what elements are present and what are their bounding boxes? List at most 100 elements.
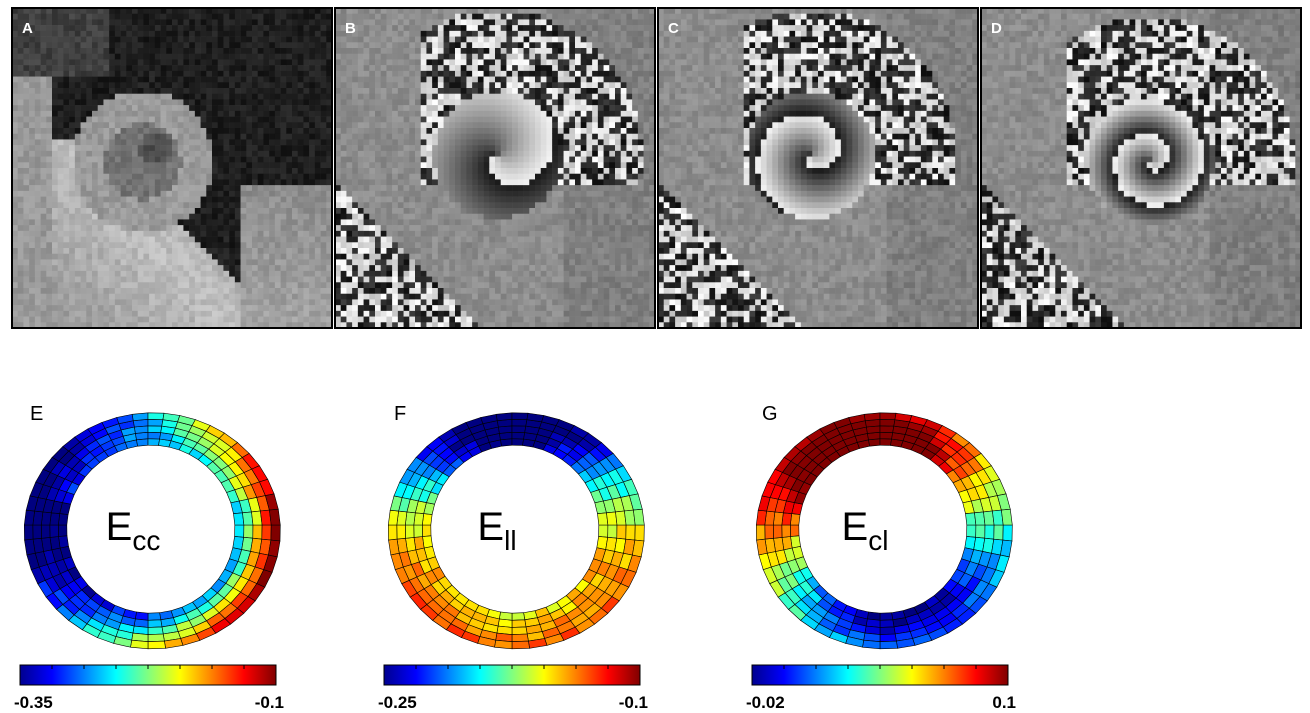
pixel — [223, 282, 229, 288]
pixel — [352, 59, 358, 65]
pixel — [358, 117, 364, 123]
pixel — [161, 151, 167, 157]
pixel — [166, 311, 172, 317]
pixel — [218, 19, 224, 25]
pixel — [212, 48, 218, 54]
pixel — [392, 174, 398, 180]
pixel — [143, 191, 149, 197]
pixel — [183, 282, 189, 288]
pixel — [189, 311, 195, 317]
pixel — [292, 202, 298, 208]
pixel — [484, 214, 490, 220]
pixel — [263, 248, 269, 254]
pixel — [438, 65, 444, 71]
pixel — [369, 202, 375, 208]
pixel — [98, 54, 104, 60]
pixel — [321, 288, 327, 294]
pixel — [358, 134, 364, 140]
pixel — [298, 134, 304, 140]
pixel — [86, 168, 92, 174]
pixel — [92, 31, 98, 37]
pixel — [35, 48, 41, 54]
pixel — [229, 65, 235, 71]
pixel — [286, 254, 292, 260]
pixel — [392, 117, 398, 123]
pixel — [438, 214, 444, 220]
pixel — [281, 145, 287, 151]
pixel — [149, 202, 155, 208]
pixel — [444, 174, 450, 180]
pixel — [149, 214, 155, 220]
pixel — [466, 99, 472, 105]
pixel — [298, 168, 304, 174]
pixel — [229, 128, 235, 134]
pixel — [321, 82, 327, 88]
pixel — [375, 254, 381, 260]
pixel — [309, 54, 315, 60]
pixel — [161, 128, 167, 134]
pixel — [398, 48, 404, 54]
pixel — [52, 317, 58, 323]
pixel — [438, 54, 444, 60]
pixel — [444, 82, 450, 88]
pixel — [409, 111, 415, 117]
pixel — [495, 214, 501, 220]
pixel — [466, 202, 472, 208]
pixel — [35, 259, 41, 265]
pixel — [501, 117, 507, 123]
pixel — [235, 214, 241, 220]
pixel — [404, 271, 410, 277]
pixel — [212, 77, 218, 83]
pixel — [132, 271, 138, 277]
pixel — [23, 174, 29, 180]
pixel — [86, 77, 92, 83]
pixel — [41, 168, 47, 174]
pixel — [132, 311, 138, 317]
pixel — [449, 311, 455, 317]
pixel — [81, 65, 87, 71]
pixel — [138, 214, 144, 220]
pixel — [506, 105, 512, 111]
pixel — [149, 271, 155, 277]
pixel — [501, 105, 507, 111]
pixel — [29, 197, 35, 203]
pixel — [138, 117, 144, 123]
pixel — [69, 219, 75, 225]
pixel — [121, 185, 127, 191]
pixel — [161, 197, 167, 203]
pixel — [298, 248, 304, 254]
pixel — [212, 191, 218, 197]
pixel — [466, 231, 472, 237]
pixel — [86, 311, 92, 317]
pixel — [41, 214, 47, 220]
pixel — [246, 174, 252, 180]
pixel — [432, 42, 438, 48]
pixel — [386, 82, 392, 88]
pixel — [426, 122, 432, 128]
pixel — [309, 225, 315, 231]
pixel — [63, 197, 69, 203]
pixel — [512, 214, 518, 220]
pixel — [52, 271, 58, 277]
pixel — [489, 139, 495, 145]
pixel — [92, 219, 98, 225]
pixel — [404, 48, 410, 54]
pixel — [472, 317, 478, 323]
pixel — [315, 111, 321, 117]
pixel — [495, 88, 501, 94]
pixel — [223, 31, 229, 37]
pixel — [518, 77, 524, 83]
pixel — [206, 42, 212, 48]
pixel — [364, 71, 370, 77]
pixel — [426, 208, 432, 214]
pixel — [35, 179, 41, 185]
pixel — [303, 139, 309, 145]
pixel — [41, 191, 47, 197]
pixel — [466, 94, 472, 100]
pixel — [246, 19, 252, 25]
pixel — [415, 19, 421, 25]
pixel — [109, 242, 115, 248]
pixel — [472, 65, 478, 71]
pixel — [438, 42, 444, 48]
pixel — [29, 37, 35, 43]
